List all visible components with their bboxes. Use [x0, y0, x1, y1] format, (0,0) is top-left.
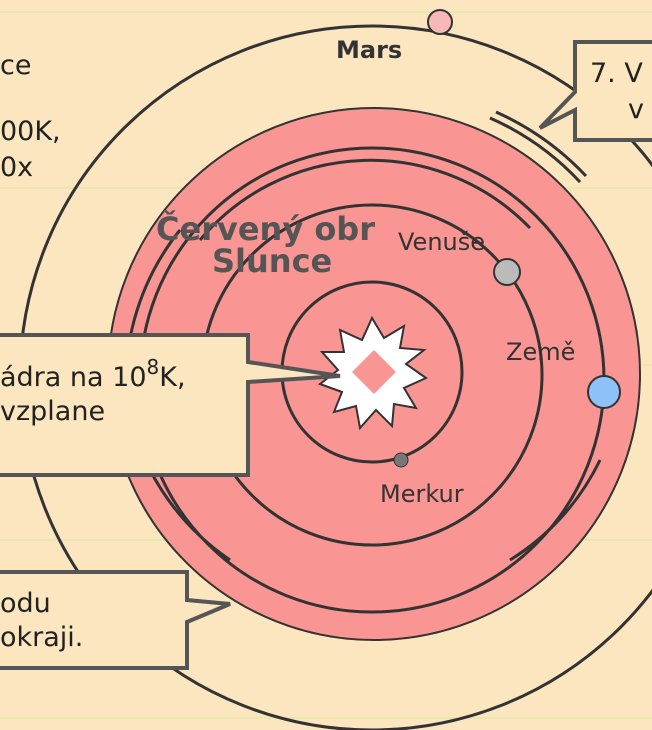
callout-text: vzplane [0, 396, 105, 427]
planet-label: Mars [336, 36, 402, 64]
callout-text: odu [0, 588, 51, 619]
diagram: Mars Venuše Země Merkur Červený obr Slun… [0, 0, 652, 730]
callout-text: okraji. [0, 622, 83, 653]
mercury [394, 453, 408, 467]
planet-label: Merkur [380, 480, 464, 508]
side-text: ce [0, 50, 31, 81]
planet-label: Venuše [398, 228, 485, 256]
callout-text: 7. V [590, 58, 643, 89]
title: Slunce [212, 242, 332, 280]
venus [494, 259, 520, 285]
superscript: 8 [147, 355, 160, 379]
side-text: 0x [0, 152, 33, 183]
planet-label: Země [506, 338, 575, 366]
callout-text: v [628, 94, 644, 125]
mars [428, 10, 452, 34]
callout-text: ádra na 10 [0, 362, 147, 393]
callout-text: K, [159, 362, 185, 393]
earth [588, 376, 620, 408]
side-text: 00K, [0, 116, 61, 147]
